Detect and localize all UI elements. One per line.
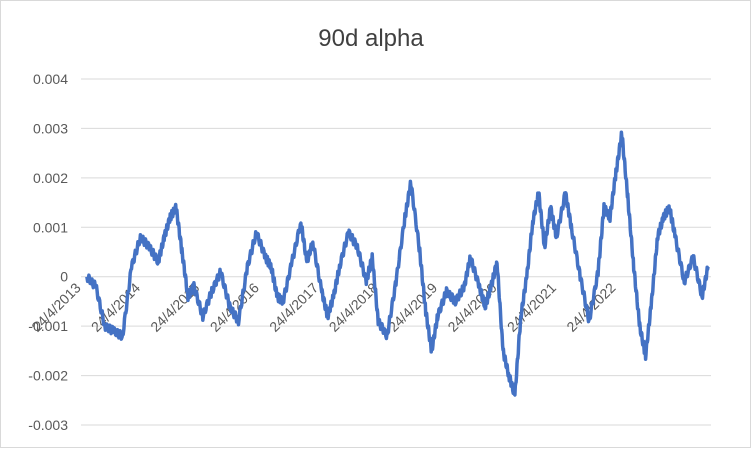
y-tick-label: 0.002 — [33, 170, 68, 186]
y-tick-label: 0.001 — [33, 219, 68, 235]
y-tick-label: -0.003 — [28, 417, 68, 433]
y-tick-label: -0.001 — [28, 318, 68, 334]
series-layer — [85, 130, 710, 397]
y-tick-label: 0 — [60, 269, 68, 285]
y-tick-label: -0.002 — [28, 368, 68, 384]
chart-title: 90d alpha — [318, 25, 424, 52]
y-tick-label: 0.004 — [33, 71, 68, 87]
y-tick-label: 0.003 — [33, 120, 68, 136]
gridlines — [81, 78, 711, 426]
y-axis-ticks: 0.004 0.003 0.002 0.001 0 -0.001 -0.002 -0.003 — [28, 71, 68, 433]
series-line — [85, 130, 710, 397]
